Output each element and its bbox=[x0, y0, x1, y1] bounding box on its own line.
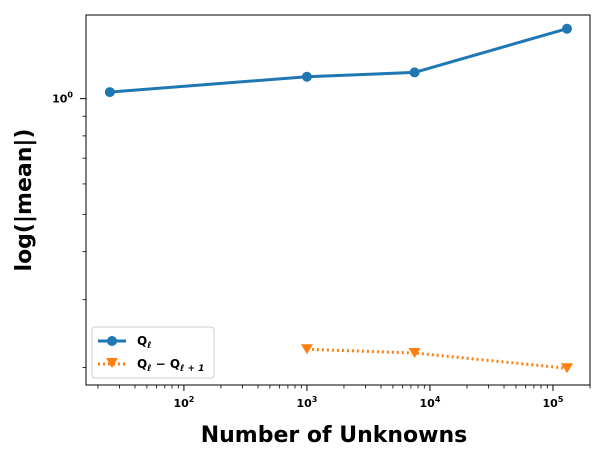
legend-entry-q-diff: Qℓ − Qℓ + 1 bbox=[98, 357, 204, 374]
series-1-point bbox=[300, 344, 313, 355]
x-tick-label: 105 bbox=[543, 395, 564, 410]
ticks-layer: 102 103 104 105 100 bbox=[52, 91, 591, 410]
legend-label-q-diff: Qℓ − Qℓ + 1 bbox=[137, 357, 204, 374]
legend-entry-q: Qℓ bbox=[98, 334, 151, 351]
series-0-point bbox=[409, 67, 420, 78]
x-axis-label: Number of Unknowns bbox=[201, 423, 468, 448]
legend: Qℓ Qℓ − Qℓ + 1 bbox=[91, 326, 215, 379]
legend-label-q: Qℓ bbox=[137, 334, 151, 351]
legend-marker-q bbox=[107, 336, 117, 346]
series-0-line bbox=[109, 27, 568, 94]
y-tick-label: 100 bbox=[52, 91, 73, 106]
y-axis-label: log(|mean|) bbox=[12, 129, 37, 272]
series-layer bbox=[104, 23, 573, 374]
series-0-point bbox=[301, 71, 312, 82]
series-1-point bbox=[408, 348, 421, 359]
x-tick-label: 103 bbox=[296, 395, 317, 410]
plot-frame bbox=[85, 14, 591, 386]
series-0-point bbox=[561, 23, 572, 34]
x-tick-label: 102 bbox=[173, 395, 194, 410]
series-1-line bbox=[306, 347, 568, 370]
series-1-point bbox=[560, 363, 573, 374]
x-tick-label: 104 bbox=[420, 395, 441, 410]
legend-marker-q-diff bbox=[106, 358, 118, 368]
series-0-point bbox=[104, 87, 115, 98]
